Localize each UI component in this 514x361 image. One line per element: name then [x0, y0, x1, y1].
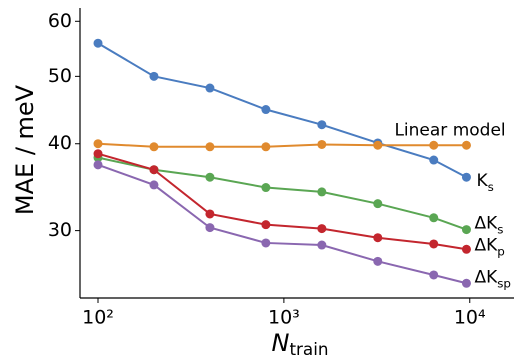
marker [261, 142, 271, 152]
line [97, 156, 467, 231]
marker [317, 224, 327, 234]
marker [373, 199, 383, 209]
marker [93, 160, 103, 170]
marker [93, 149, 103, 159]
line [97, 42, 467, 179]
marker [149, 71, 159, 81]
y-tick-label: 60 [48, 10, 72, 32]
series-label: Ks [476, 171, 493, 194]
marker [261, 183, 271, 193]
series-label: Linear model [394, 120, 505, 140]
marker [461, 140, 471, 150]
line [97, 142, 467, 148]
marker [261, 238, 271, 248]
marker [373, 256, 383, 266]
marker [461, 225, 471, 235]
marker [429, 155, 439, 165]
marker [205, 83, 215, 93]
marker [261, 220, 271, 230]
marker [317, 120, 327, 130]
marker [205, 142, 215, 152]
marker [205, 223, 215, 233]
marker [149, 142, 159, 152]
marker [261, 105, 271, 115]
marker [429, 270, 439, 280]
y-axis-label: MAE / meV [11, 84, 39, 215]
marker [373, 233, 383, 243]
line [97, 163, 467, 285]
marker [317, 240, 327, 250]
marker [149, 180, 159, 190]
y-tick-label: 30 [48, 219, 72, 241]
x-tick-label: 10⁴ [454, 307, 486, 329]
series-label: ΔKp [474, 235, 504, 258]
marker [373, 140, 383, 150]
marker [317, 139, 327, 149]
marker [205, 172, 215, 182]
marker [429, 239, 439, 249]
y-tick-label: 40 [48, 132, 72, 154]
y-tick-label: 50 [48, 65, 72, 87]
marker [205, 209, 215, 219]
marker [429, 140, 439, 150]
marker [317, 187, 327, 197]
series-label: ΔKs [474, 214, 503, 237]
x-tick-label: 10³ [268, 307, 300, 329]
marker [93, 139, 103, 149]
marker [429, 213, 439, 223]
x-axis-label: Ntrain [271, 329, 328, 359]
marker [149, 165, 159, 175]
marker [93, 38, 103, 48]
x-tick-label: 10² [82, 307, 114, 329]
marker [461, 172, 471, 182]
marker [461, 278, 471, 288]
line [97, 152, 467, 251]
series-label: ΔKsp [474, 267, 511, 290]
marker [461, 244, 471, 254]
